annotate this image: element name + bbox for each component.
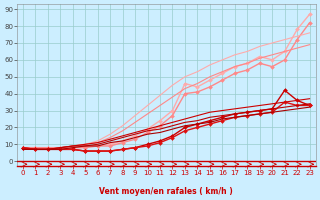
X-axis label: Vent moyen/en rafales ( km/h ): Vent moyen/en rafales ( km/h ) bbox=[100, 187, 233, 196]
